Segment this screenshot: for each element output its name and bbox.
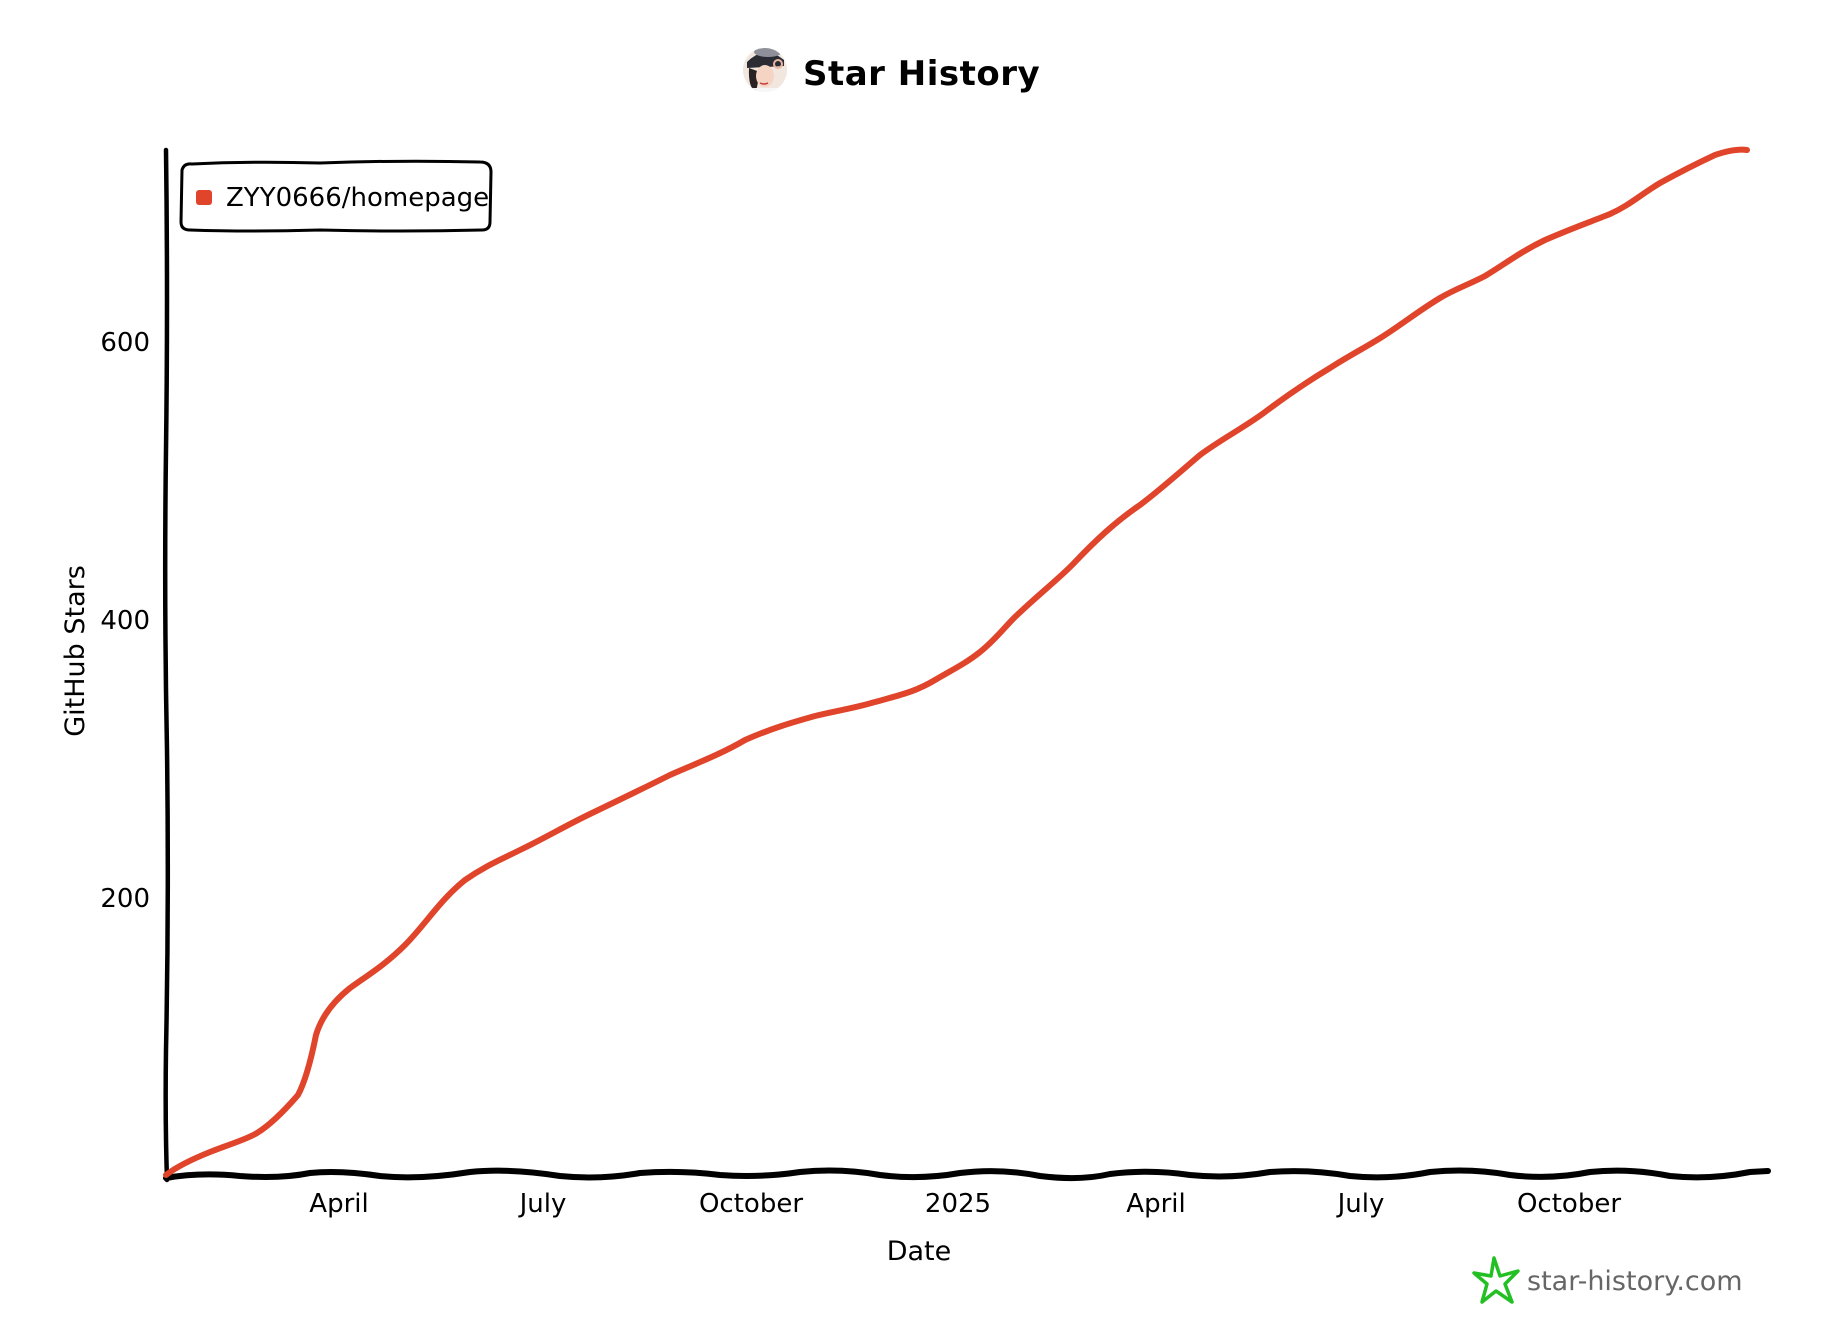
- chart-title: Star History: [803, 54, 1040, 94]
- legend-item-label: ZYY0666/homepage: [226, 183, 489, 213]
- watermark-link[interactable]: star-history.com: [1527, 1266, 1743, 1297]
- x-tick-july-2025: July: [1336, 1189, 1385, 1219]
- x-tick-october-2024: October: [699, 1189, 803, 1219]
- x-tick-april-2025: April: [1126, 1189, 1185, 1219]
- x-axis-line: [163, 1167, 1771, 1182]
- user-avatar-icon: [743, 48, 787, 92]
- star-outline-icon: [1472, 1256, 1520, 1304]
- legend-swatch: [196, 190, 212, 205]
- x-tick-april-2024: April: [309, 1189, 368, 1219]
- legend-frame: [179, 159, 493, 233]
- y-axis-line: [162, 147, 171, 1183]
- y-tick-400: 400: [100, 606, 150, 636]
- watermark[interactable]: star-history.com: [1472, 1256, 1743, 1304]
- x-tick-july-2024: July: [518, 1189, 567, 1219]
- x-tick-october-2025: October: [1517, 1189, 1621, 1219]
- y-tick-600: 600: [100, 328, 150, 358]
- y-tick-200: 200: [100, 884, 150, 914]
- series-line-zyy0666-homepage: [163, 146, 1750, 1178]
- legend: ZYY0666/homepage: [179, 159, 493, 233]
- x-axis-label: Date: [887, 1236, 952, 1267]
- y-axis-label: GitHub Stars: [60, 565, 91, 737]
- x-tick-2025: 2025: [925, 1189, 991, 1219]
